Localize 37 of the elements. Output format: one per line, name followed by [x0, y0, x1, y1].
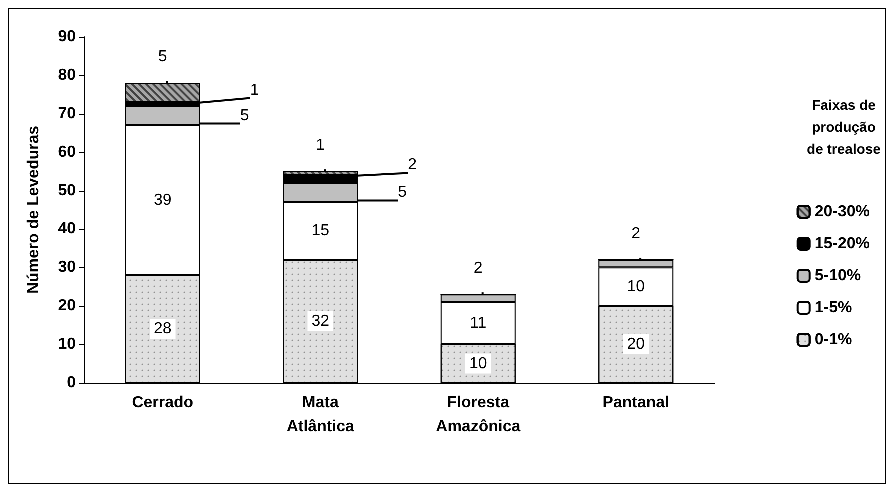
x-tick-label: Mata Atlântica	[286, 394, 355, 436]
legend-label: 5-10%	[814, 268, 862, 284]
data-label: 5	[158, 48, 168, 66]
y-tick-label: 0	[67, 374, 76, 392]
data-label: 1	[250, 82, 260, 99]
data-label: 28	[154, 320, 172, 338]
legend-label: 20-30%	[814, 204, 870, 220]
legend-title: Faixas de produção de trealose	[807, 97, 882, 157]
y-tick-label: 30	[58, 259, 76, 276]
data-label: 20	[627, 336, 646, 354]
y-tick-label: 90	[58, 28, 76, 46]
data-label: 5	[398, 184, 408, 202]
legend-label: 0-1%	[814, 332, 852, 348]
data-label: 10	[469, 355, 488, 372]
data-label: 15	[312, 222, 330, 240]
y-tick-label: 50	[58, 182, 76, 200]
y-tick-label: 80	[58, 66, 76, 84]
y-tick-label: 60	[58, 144, 76, 161]
data-label: 2	[632, 225, 641, 242]
data-label: 11	[470, 314, 487, 332]
data-label: 39	[154, 192, 172, 209]
y-tick-label: 40	[58, 220, 76, 238]
x-tick-label: Pantanal	[602, 394, 670, 412]
x-tick-label: Floresta Amazônica	[436, 394, 521, 436]
legend-label: 1-5%	[814, 300, 852, 316]
data-label: 2	[408, 156, 418, 174]
data-label: 2	[474, 260, 483, 278]
data-label: 5	[240, 107, 250, 124]
x-tick-label: Cerrado	[132, 394, 194, 412]
legend-label: 15-20%	[814, 236, 870, 252]
y-tick-label: 70	[58, 105, 76, 122]
data-label: 1	[316, 137, 326, 154]
y-tick-label: 20	[58, 298, 76, 315]
data-label: 10	[627, 278, 646, 296]
y-axis-title: Número de Leveduras	[26, 126, 42, 294]
data-label: 32	[312, 312, 330, 330]
y-tick-label: 10	[58, 336, 76, 354]
